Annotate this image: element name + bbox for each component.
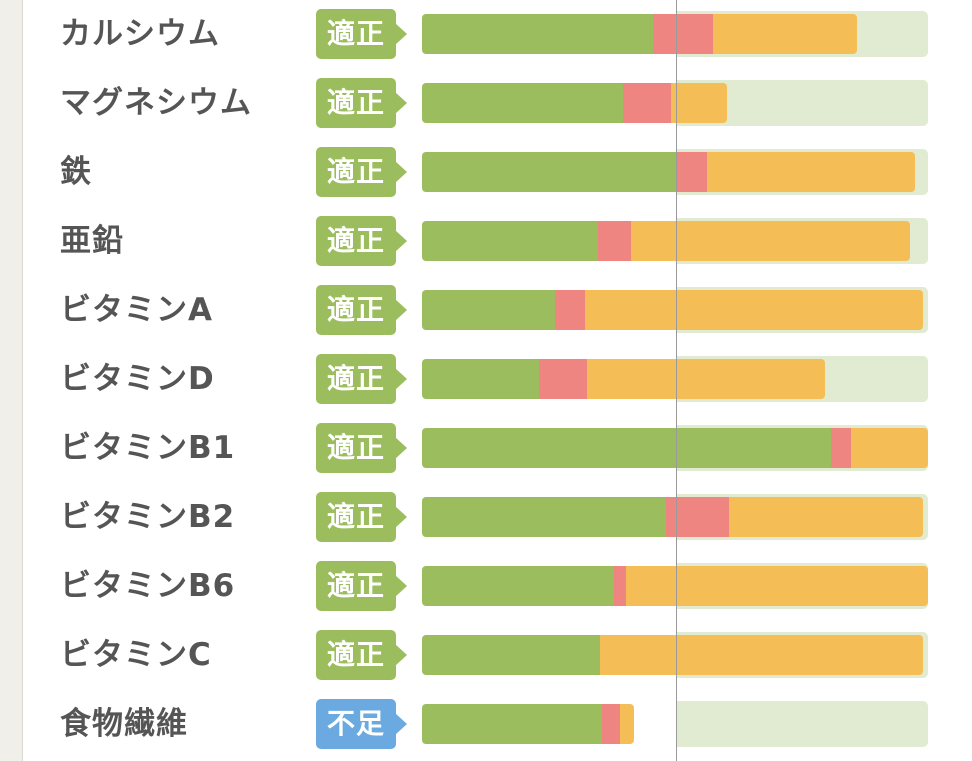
bar-segment-green bbox=[422, 221, 598, 261]
intake-bar bbox=[422, 14, 857, 54]
intake-bar bbox=[422, 704, 634, 744]
intake-bar-track bbox=[422, 425, 928, 471]
bar-segment-orange bbox=[620, 704, 634, 744]
nutrient-name: ビタミンB6 bbox=[60, 568, 236, 604]
bar-segment-orange bbox=[631, 221, 910, 261]
status-badge: 適正 bbox=[316, 630, 407, 680]
intake-bar-track bbox=[422, 287, 928, 333]
status-badge: 適正 bbox=[316, 561, 407, 611]
status-badge: 適正 bbox=[316, 492, 407, 542]
recommended-range-background bbox=[676, 701, 928, 747]
status-badge: 適正 bbox=[316, 285, 407, 335]
intake-bar-track bbox=[422, 701, 928, 747]
intake-bar bbox=[422, 83, 727, 123]
bar-segment-red bbox=[614, 566, 626, 606]
bar-segment-red bbox=[602, 704, 620, 744]
bar-segment-green bbox=[422, 704, 602, 744]
left-panel-edge bbox=[0, 0, 23, 761]
recommended-level-line bbox=[676, 0, 677, 761]
status-badge: 適正 bbox=[316, 78, 407, 128]
bar-segment-green bbox=[422, 83, 623, 123]
nutrient-name: マグネシウム bbox=[60, 85, 252, 121]
intake-bar-track bbox=[422, 632, 928, 678]
nutrient-row: ビタミンB6 適正 bbox=[0, 557, 972, 615]
nutrient-row: ビタミンA 適正 bbox=[0, 281, 972, 339]
intake-bar-track bbox=[422, 149, 928, 195]
nutrient-row: 食物繊維 不足 bbox=[0, 695, 972, 753]
nutrient-row: ビタミンD 適正 bbox=[0, 350, 972, 408]
bar-segment-green bbox=[422, 566, 614, 606]
bar-segment-orange bbox=[600, 635, 923, 675]
intake-bar bbox=[422, 290, 923, 330]
nutrient-row: マグネシウム 適正 bbox=[0, 74, 972, 132]
nutrient-name: 亜鉛 bbox=[60, 223, 124, 259]
bar-segment-orange bbox=[671, 83, 727, 123]
bar-segment-orange bbox=[729, 497, 923, 537]
intake-bar bbox=[422, 497, 923, 537]
nutrient-name: 食物繊維 bbox=[60, 706, 188, 742]
nutrient-row: カルシウム 適正 bbox=[0, 5, 972, 63]
intake-bar-track bbox=[422, 80, 928, 126]
bar-segment-orange bbox=[626, 566, 928, 606]
nutrient-row: ビタミンC 適正 bbox=[0, 626, 972, 684]
bar-segment-red bbox=[831, 428, 851, 468]
bar-segment-green bbox=[422, 497, 666, 537]
intake-bar-track bbox=[422, 356, 928, 402]
bar-segment-green bbox=[422, 359, 539, 399]
nutrient-row: 鉄 適正 bbox=[0, 143, 972, 201]
nutrient-name: カルシウム bbox=[60, 16, 220, 52]
bar-segment-orange bbox=[713, 14, 857, 54]
nutrient-name: ビタミンA bbox=[60, 292, 213, 328]
nutrient-name: ビタミンD bbox=[60, 361, 215, 397]
nutrient-name: ビタミンC bbox=[60, 637, 212, 673]
intake-bar bbox=[422, 152, 915, 192]
bar-segment-orange bbox=[585, 290, 923, 330]
intake-bar bbox=[422, 359, 825, 399]
nutrient-name: 鉄 bbox=[60, 154, 92, 190]
bar-segment-orange bbox=[707, 152, 915, 192]
intake-bar-track bbox=[422, 218, 928, 264]
bar-segment-red bbox=[598, 221, 631, 261]
bar-segment-red bbox=[677, 152, 707, 192]
bar-segment-red bbox=[555, 290, 585, 330]
bar-segment-red bbox=[623, 83, 671, 123]
bar-segment-red bbox=[653, 14, 713, 54]
intake-bar bbox=[422, 635, 923, 675]
bar-segment-orange bbox=[851, 428, 928, 468]
intake-bar-track bbox=[422, 494, 928, 540]
status-badge: 適正 bbox=[316, 9, 407, 59]
intake-bar bbox=[422, 566, 928, 606]
nutrient-name: ビタミンB2 bbox=[60, 499, 236, 535]
nutrient-name: ビタミンB1 bbox=[60, 430, 236, 466]
status-badge: 適正 bbox=[316, 147, 407, 197]
intake-bar bbox=[422, 221, 910, 261]
intake-bar-track bbox=[422, 11, 928, 57]
status-badge: 適正 bbox=[316, 423, 407, 473]
bar-segment-green bbox=[422, 635, 600, 675]
status-badge: 不足 bbox=[316, 699, 407, 749]
intake-bar-track bbox=[422, 563, 928, 609]
bar-segment-orange bbox=[587, 359, 825, 399]
bar-segment-green bbox=[422, 428, 831, 468]
bar-segment-green bbox=[422, 290, 555, 330]
bar-segment-green bbox=[422, 152, 677, 192]
bar-segment-green bbox=[422, 14, 653, 54]
intake-bar bbox=[422, 428, 928, 468]
status-badge: 適正 bbox=[316, 354, 407, 404]
nutrient-row: ビタミンB1 適正 bbox=[0, 419, 972, 477]
bar-segment-red bbox=[539, 359, 587, 399]
status-badge: 適正 bbox=[316, 216, 407, 266]
nutrient-row: 亜鉛 適正 bbox=[0, 212, 972, 270]
nutrient-row: ビタミンB2 適正 bbox=[0, 488, 972, 546]
